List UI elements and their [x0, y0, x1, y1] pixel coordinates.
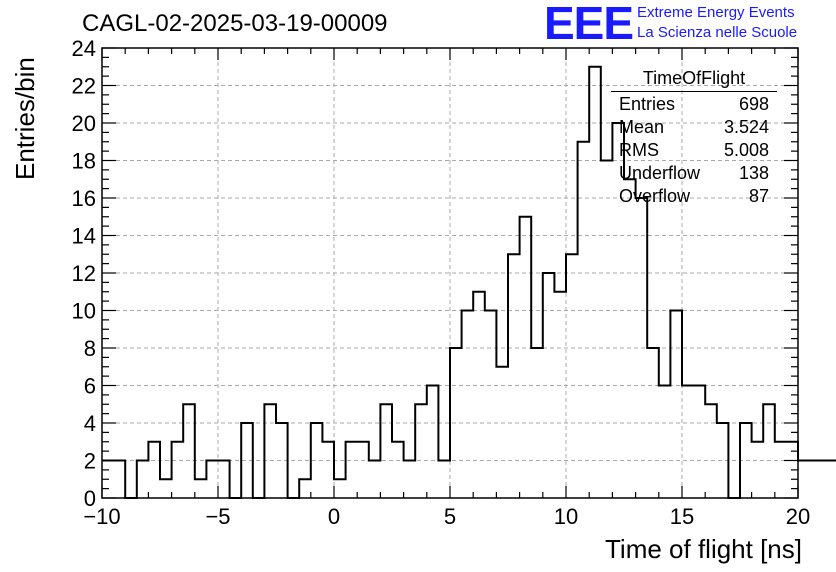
y-tick-label: 24 [72, 36, 96, 61]
x-tick-label: 0 [328, 504, 340, 529]
x-tick-label: −10 [83, 504, 120, 529]
stats-value: 87 [748, 186, 769, 206]
stats-row-mean: Mean 3.524 [611, 116, 777, 139]
axis-ticks [101, 47, 799, 499]
stats-box: TimeOfFlight Entries 698 Mean 3.524 RMS 5.0… [611, 68, 777, 208]
stats-value: 3.524 [723, 117, 769, 137]
x-axis-label: Time of flight [ns] [605, 534, 802, 564]
y-tick-label: 8 [84, 336, 96, 361]
x-tick-label: 15 [670, 504, 694, 529]
y-tick-label: 2 [84, 449, 96, 474]
stats-row-entries: Entries 698 [611, 93, 777, 116]
stats-title: TimeOfFlight [611, 68, 777, 92]
x-tick-label: −5 [205, 504, 230, 529]
stats-row-underflow: Underflow 138 [611, 162, 777, 185]
y-tick-label: 22 [72, 74, 96, 99]
y-tick-label: 12 [72, 261, 96, 286]
y-tick-label: 14 [72, 224, 96, 249]
stats-row-rms: RMS 5.008 [611, 139, 777, 162]
x-tick-label: 20 [786, 504, 810, 529]
stats-label: Mean [619, 117, 665, 137]
y-tick-label: 4 [84, 411, 96, 436]
chart-title: CAGL-02-2025-03-19-00009 [82, 10, 388, 37]
y-tick-label: 20 [72, 111, 96, 136]
logo-line-1: Extreme Energy Events [637, 4, 795, 21]
histogram-line [102, 65, 836, 499]
x-tick-label: 5 [444, 504, 456, 529]
logo-line-2: La Scienza nelle Scuole [637, 24, 798, 41]
y-tick-label: 16 [72, 186, 96, 211]
y-tick-label: 10 [72, 299, 96, 324]
stats-label: Underflow [619, 163, 701, 183]
x-tick-label: 10 [554, 504, 578, 529]
stats-label: Entries [619, 94, 676, 114]
y-tick-label: 6 [84, 374, 96, 399]
histogram-series [102, 65, 836, 499]
stats-value: 5.008 [723, 140, 769, 160]
stats-label: Overflow [619, 186, 691, 206]
stats-label: RMS [619, 140, 659, 160]
stats-value: 138 [738, 163, 769, 183]
y-axis-label: Entries/bin [10, 57, 40, 180]
stats-row-overflow: Overflow 87 [611, 185, 777, 208]
stats-value: 698 [738, 94, 769, 114]
y-tick-label: 0 [84, 486, 96, 511]
eee-logo: EEE [544, 0, 634, 49]
y-tick-label: 18 [72, 149, 96, 174]
